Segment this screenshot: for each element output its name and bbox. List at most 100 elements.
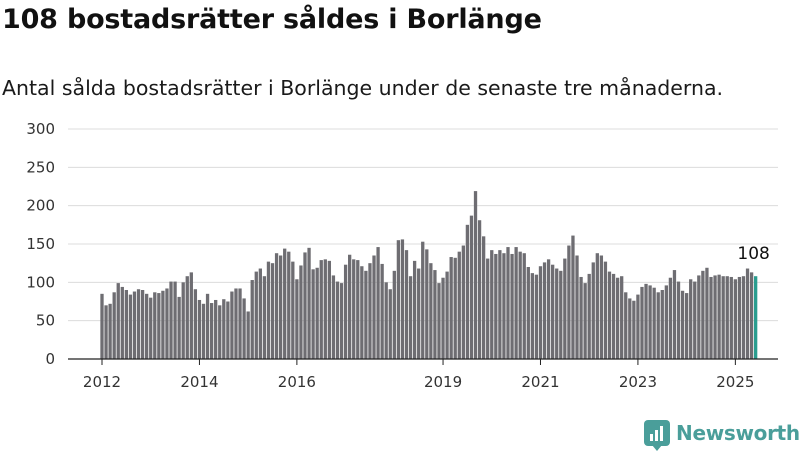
bar [201,303,206,359]
bar [502,253,506,359]
y-tick-label: 200 [26,197,55,215]
bar [270,263,275,359]
bar [124,290,129,359]
bar [116,283,120,359]
bar [205,293,210,359]
bar [721,276,725,359]
newsworthy-logo-icon [644,420,670,451]
bar [283,248,287,359]
bar [567,245,571,359]
bar [157,293,161,359]
bar [145,293,149,359]
x-tick-label: 2012 [83,373,121,391]
bar [254,271,258,359]
bar [693,281,697,359]
bar [104,305,108,359]
bar [120,286,124,359]
bar [299,265,303,359]
bar [615,277,620,359]
bar [278,255,283,359]
bar [149,297,153,359]
annotations: 108 [737,244,769,264]
bar [701,270,705,359]
bar [364,270,368,359]
bar [356,260,360,359]
bar [684,293,689,359]
bar [132,291,137,359]
bar [262,276,267,359]
bar [173,281,177,359]
bar [664,285,668,359]
x-tick-label: 2016 [278,373,316,391]
bar [481,236,486,359]
bar [518,251,522,359]
bar [396,240,401,359]
bar-highlight [754,276,758,359]
bar [185,276,189,359]
x-tick-label: 2023 [619,373,657,391]
bar [628,298,632,359]
bar [542,262,547,359]
bar [477,220,482,359]
y-tick-label: 0 [45,350,55,368]
bar [486,258,490,359]
bar [534,274,539,359]
bar [587,273,591,359]
bar [417,268,421,359]
bar [376,247,380,359]
bar [246,311,250,359]
bar [181,282,185,359]
bar [680,290,685,359]
bar [343,264,348,359]
bar [441,277,445,359]
x-tick-label: 2025 [716,373,754,391]
bar [632,300,636,359]
bar [498,250,502,359]
bar [214,299,218,359]
bar [705,267,709,359]
bar [729,276,733,359]
bar [226,301,230,359]
bar [238,288,242,359]
bar [193,289,198,359]
bar [335,281,340,359]
bar [713,275,717,359]
bar [551,264,555,359]
bar [384,282,388,359]
bar [311,269,315,359]
bar [295,279,299,359]
bar [161,290,165,359]
bar [242,298,246,359]
bar [733,279,738,359]
bar [563,258,567,359]
bar [538,266,543,359]
bar [189,272,193,359]
bar [392,270,396,359]
bar [494,253,498,359]
bar [461,245,465,359]
bar [128,294,133,359]
bar [433,270,437,359]
x-axis: 2012 2014 2016 2019 2021 2023 2025 [68,358,778,391]
bar [425,249,429,359]
bar [197,299,202,359]
bar [388,289,392,359]
bar [307,247,311,359]
bar [274,253,279,359]
bars [100,191,758,359]
bar [404,250,409,359]
bar [108,303,112,359]
bar [112,292,116,359]
bar [741,276,746,359]
bar [368,263,372,359]
bar [676,281,681,359]
bar [510,253,514,359]
bar [136,289,141,359]
bar [400,239,405,359]
bar [526,267,530,359]
x-tick-label: 2019 [424,373,462,391]
bar [668,277,673,359]
bar [319,260,323,359]
bar [100,293,104,359]
bar [339,283,344,359]
